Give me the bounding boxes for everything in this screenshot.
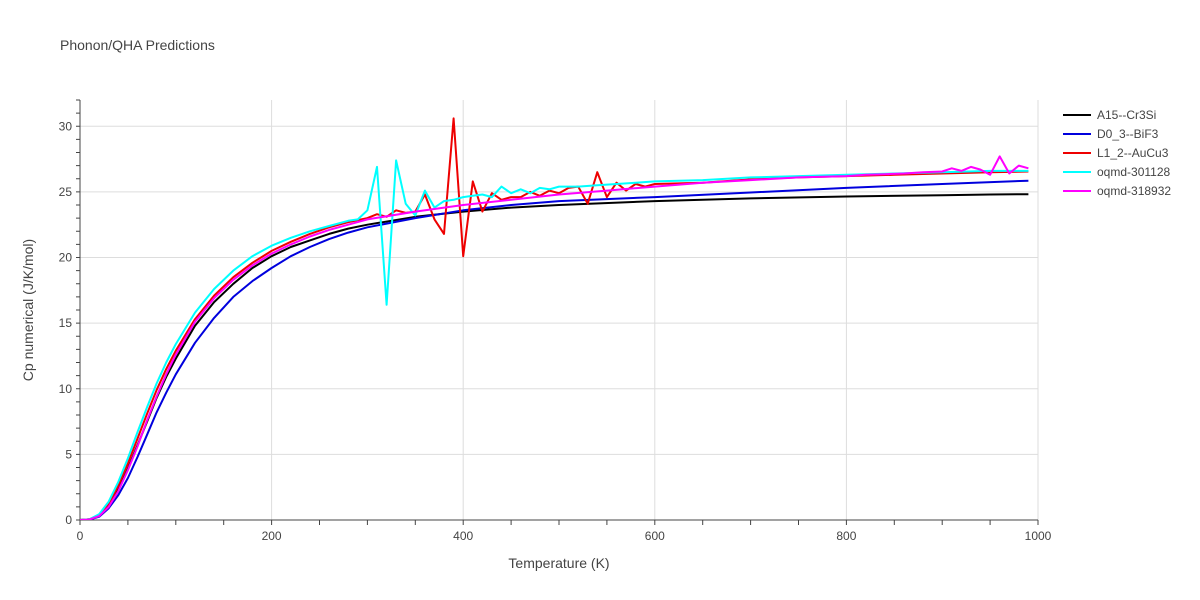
series-line-oqmd-318932	[80, 155, 1029, 520]
y-tick-label: 5	[65, 447, 72, 461]
legend-label: D0_3--BiF3	[1097, 127, 1159, 141]
legend-label: L1_2--AuCu3	[1097, 146, 1169, 160]
chart-title: Phonon/QHA Predictions	[60, 37, 215, 53]
y-tick-label: 30	[59, 119, 73, 133]
x-axis-title: Temperature (K)	[508, 555, 609, 571]
legend-label: A15--Cr3Si	[1097, 108, 1156, 122]
x-tick-label: 600	[645, 529, 665, 543]
x-tick-label: 800	[836, 529, 856, 543]
y-tick-label: 20	[59, 251, 73, 265]
series-line-oqmd-301128	[80, 159, 1029, 520]
series-line-l1-2-aucu3	[80, 117, 1029, 520]
axes	[76, 99, 1039, 525]
x-tick-label: 400	[453, 529, 473, 543]
series-lines	[80, 117, 1029, 520]
y-tick-label: 10	[59, 382, 73, 396]
y-tick-label: 15	[59, 316, 73, 330]
legend: A15--Cr3Si D0_3--BiF3 L1_2--AuCu3 oqmd-3011…	[1063, 108, 1171, 198]
y-axis-title: Cp numerical (J/K/mol)	[20, 239, 36, 381]
legend-label: oqmd-318932	[1097, 184, 1171, 198]
y-tick-labels: 0 5 10 15 20 25 30	[59, 119, 73, 527]
x-tick-label: 0	[77, 529, 84, 543]
series-line-d0-3-bif3	[80, 179, 1029, 520]
x-tick-label: 200	[262, 529, 282, 543]
x-tick-label: 1000	[1025, 529, 1052, 543]
x-tick-labels: 0 200 400 600 800 1000	[77, 529, 1052, 543]
gridlines	[80, 100, 1039, 520]
y-tick-label: 0	[65, 513, 72, 527]
y-tick-label: 25	[59, 185, 73, 199]
legend-label: oqmd-301128	[1097, 165, 1170, 179]
